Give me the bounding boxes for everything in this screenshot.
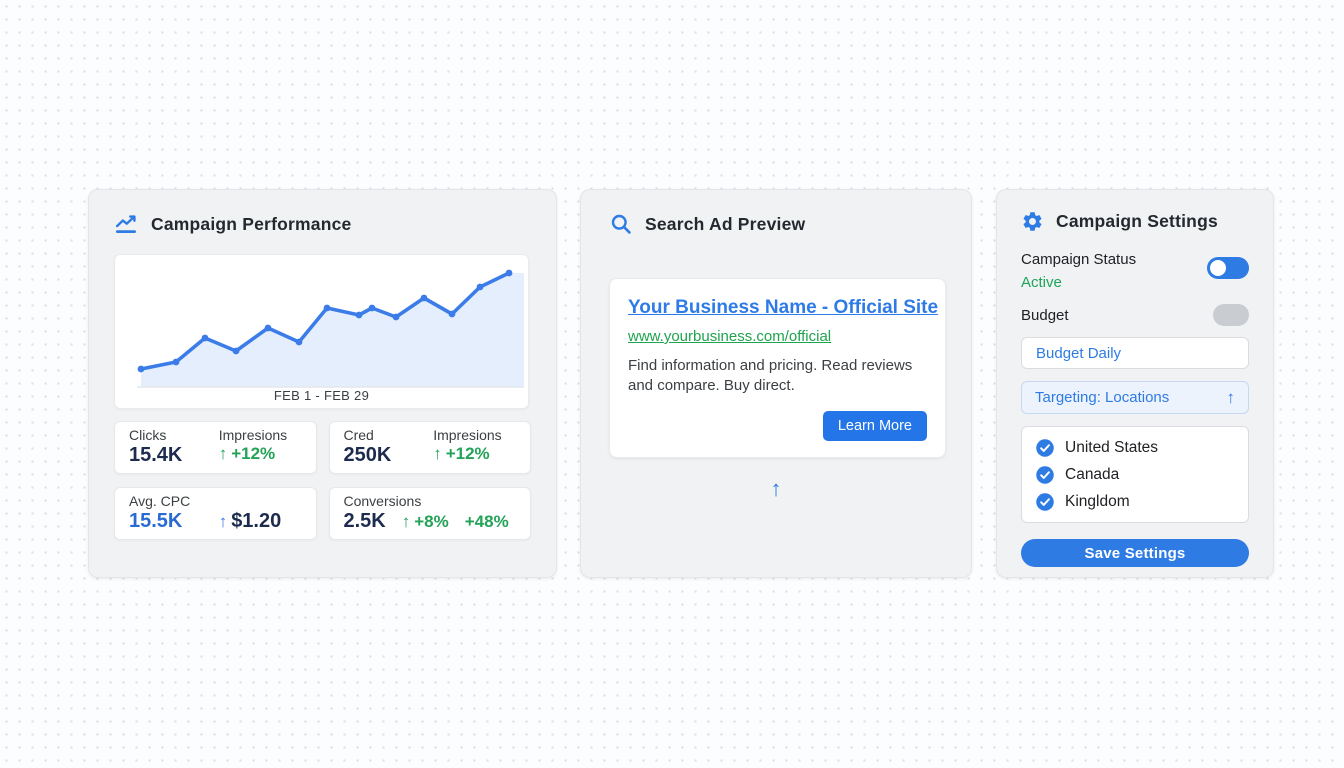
campaign-status-label: Campaign Status [1021,251,1137,268]
budget-toggle[interactable] [1213,304,1249,326]
metric-value: 250K [343,444,392,466]
toggle-knob [1210,260,1226,276]
learn-more-button[interactable]: Learn More [822,410,927,441]
metric-value: 2.5K [343,510,386,532]
metric-tile-cred: Cred Impresions 250K ↑ +12% [328,421,531,474]
metric-label-secondary: Impresions [433,427,502,443]
campaign-status-toggle[interactable] [1207,257,1249,279]
campaign-settings-card: Campaign Settings Campaign Status Active… [996,189,1274,578]
card-title: Campaign Settings [1056,211,1218,231]
arrow-up-icon: ↑ [218,444,228,463]
card-title: Search Ad Preview [645,213,806,234]
ad-preview-box: Your Business Name - Official Site www.y… [609,278,946,458]
metric-label: Clicks [129,427,167,443]
ad-display-url[interactable]: www.yourbusiness.com/official [628,328,832,345]
gear-icon [1021,210,1044,233]
checkbox-checked-icon [1036,492,1054,511]
chart-date-range: FEB 1 - FEB 29 [273,388,370,403]
metric-value: 15.4K [129,444,183,466]
save-settings-button[interactable]: Save Settings [1021,539,1249,567]
ad-description: Find information and pricing. Read revie… [628,357,913,395]
locations-list: United States Canada Kingldom [1021,426,1249,523]
metric-tile-conversions: Conversions 2.5K ↑ +8% +48% [328,487,531,540]
checkbox-checked-icon [1036,465,1054,484]
budget-input[interactable]: Budget Daily [1021,337,1249,369]
arrow-up-icon: ↑ [218,512,228,531]
ad-headline-link[interactable]: Your Business Name - Official Site [628,297,939,318]
card-header: Campaign Performance [114,212,531,237]
card-header: Campaign Settings [1021,210,1249,233]
card-title: Campaign Performance [151,214,352,234]
location-option-united-states[interactable]: United States [1035,434,1235,461]
metric-delta: ↑ +8% [401,512,449,531]
metric-tile-avg-cpc: Avg. CPC 15.5K ↑ $1.20 [114,487,317,540]
performance-chart: FEB 1 - FEB 29 [114,254,529,409]
metric-delta: ↑ +12% [433,444,490,463]
metric-label: Conversions [343,493,422,509]
metric-label: Avg. CPC [129,493,191,509]
metric-tile-clicks: Clicks Impresions 15.4K ↑ +12% [114,421,317,474]
metric-label: Cred [343,427,374,443]
trending-up-icon [114,212,139,237]
arrow-up-icon: ↑ [433,444,442,463]
arrow-up-icon: ↑ [1226,387,1236,407]
budget-label: Budget [1021,306,1069,324]
checkbox-checked-icon [1036,438,1054,457]
search-icon [609,212,633,236]
campaign-status-value: Active [1021,274,1062,291]
metric-delta: ↑ $1.20 [218,510,282,532]
metric-tiles: Clicks Impresions 15.4K ↑ +12% Cred Impr… [114,421,531,540]
budget-input-value: Budget Daily [1036,344,1122,362]
metric-delta-secondary: +48% [464,512,509,531]
campaign-performance-card: Campaign Performance FEB 1 - FEB 29 Clic… [88,189,557,578]
arrow-up-icon: ↑ [401,512,411,531]
metric-delta: ↑ +12% [218,444,276,463]
location-option-canada[interactable]: Canada [1035,461,1235,488]
location-option-kingldom[interactable]: Kingldom [1035,488,1235,515]
metric-value: 15.5K [129,510,183,532]
metric-label-secondary: Impresions [218,427,288,443]
search-ad-preview-card: Search Ad Preview Your Business Name - O… [580,189,972,578]
targeting-label: Targeting: Locations [1035,389,1170,406]
card-header: Search Ad Preview [609,212,943,236]
scroll-up-arrow[interactable]: ↑ [770,476,782,501]
targeting-dropdown[interactable]: Targeting: Locations ↑ [1021,381,1249,414]
